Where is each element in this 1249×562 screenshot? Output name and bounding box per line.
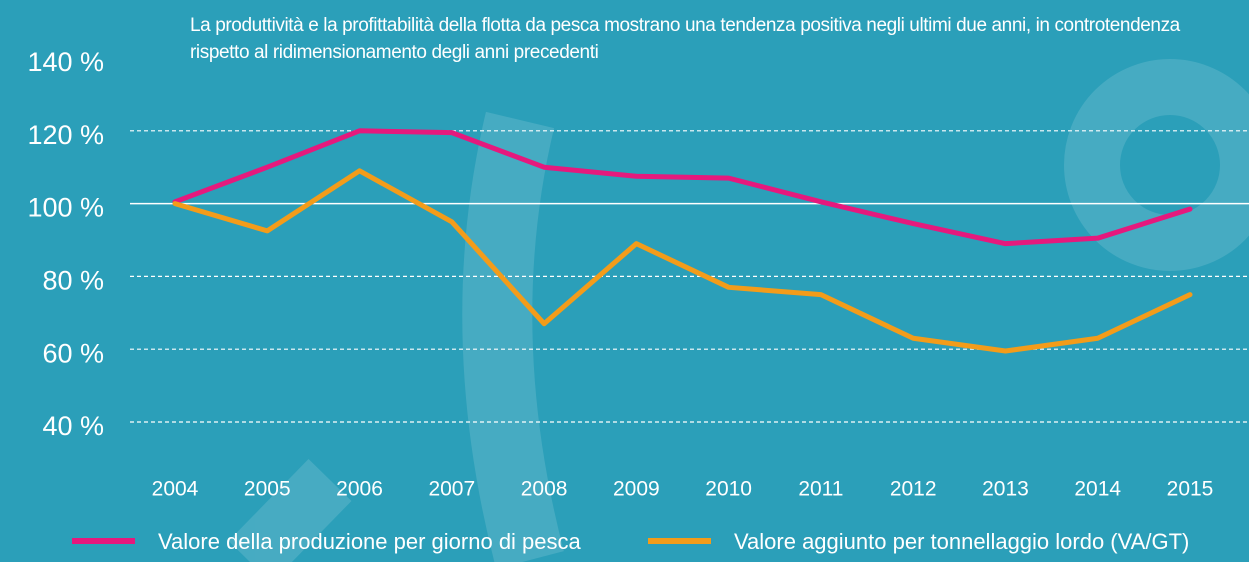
x-tick-label: 2011 [798, 478, 843, 501]
x-tick-label: 2014 [1074, 478, 1121, 501]
y-tick-label: 100 % [27, 193, 104, 223]
x-tick-label: 2007 [428, 478, 475, 501]
y-tick-label: 120 % [27, 120, 104, 150]
decoration [228, 59, 1249, 562]
x-tick-label: 2006 [336, 478, 383, 501]
x-tick-label: 2012 [890, 478, 937, 501]
x-tick-label: 2009 [613, 478, 660, 501]
series-line [172, 168, 1193, 354]
series-line [172, 128, 1193, 247]
x-tick-label: 2010 [705, 478, 752, 501]
x-tick-label: 2015 [1167, 478, 1214, 501]
y-tick-label: 60 % [42, 338, 104, 368]
x-tick-label: 2005 [244, 478, 291, 501]
y-tick-label: 40 % [42, 411, 104, 441]
legend-label: Valore aggiunto per tonnellaggio lordo (… [734, 529, 1189, 554]
x-tick-label: 2013 [982, 478, 1029, 501]
y-tick-label: 140 % [27, 47, 104, 77]
legend-label: Valore della produzione per giorno di pe… [158, 529, 582, 554]
y-tick-label: 80 % [42, 266, 104, 296]
chart-title: La produttività e la profittabilità dell… [190, 15, 1180, 63]
x-tick-label: 2004 [152, 478, 199, 501]
x-tick-label: 2008 [521, 478, 568, 501]
